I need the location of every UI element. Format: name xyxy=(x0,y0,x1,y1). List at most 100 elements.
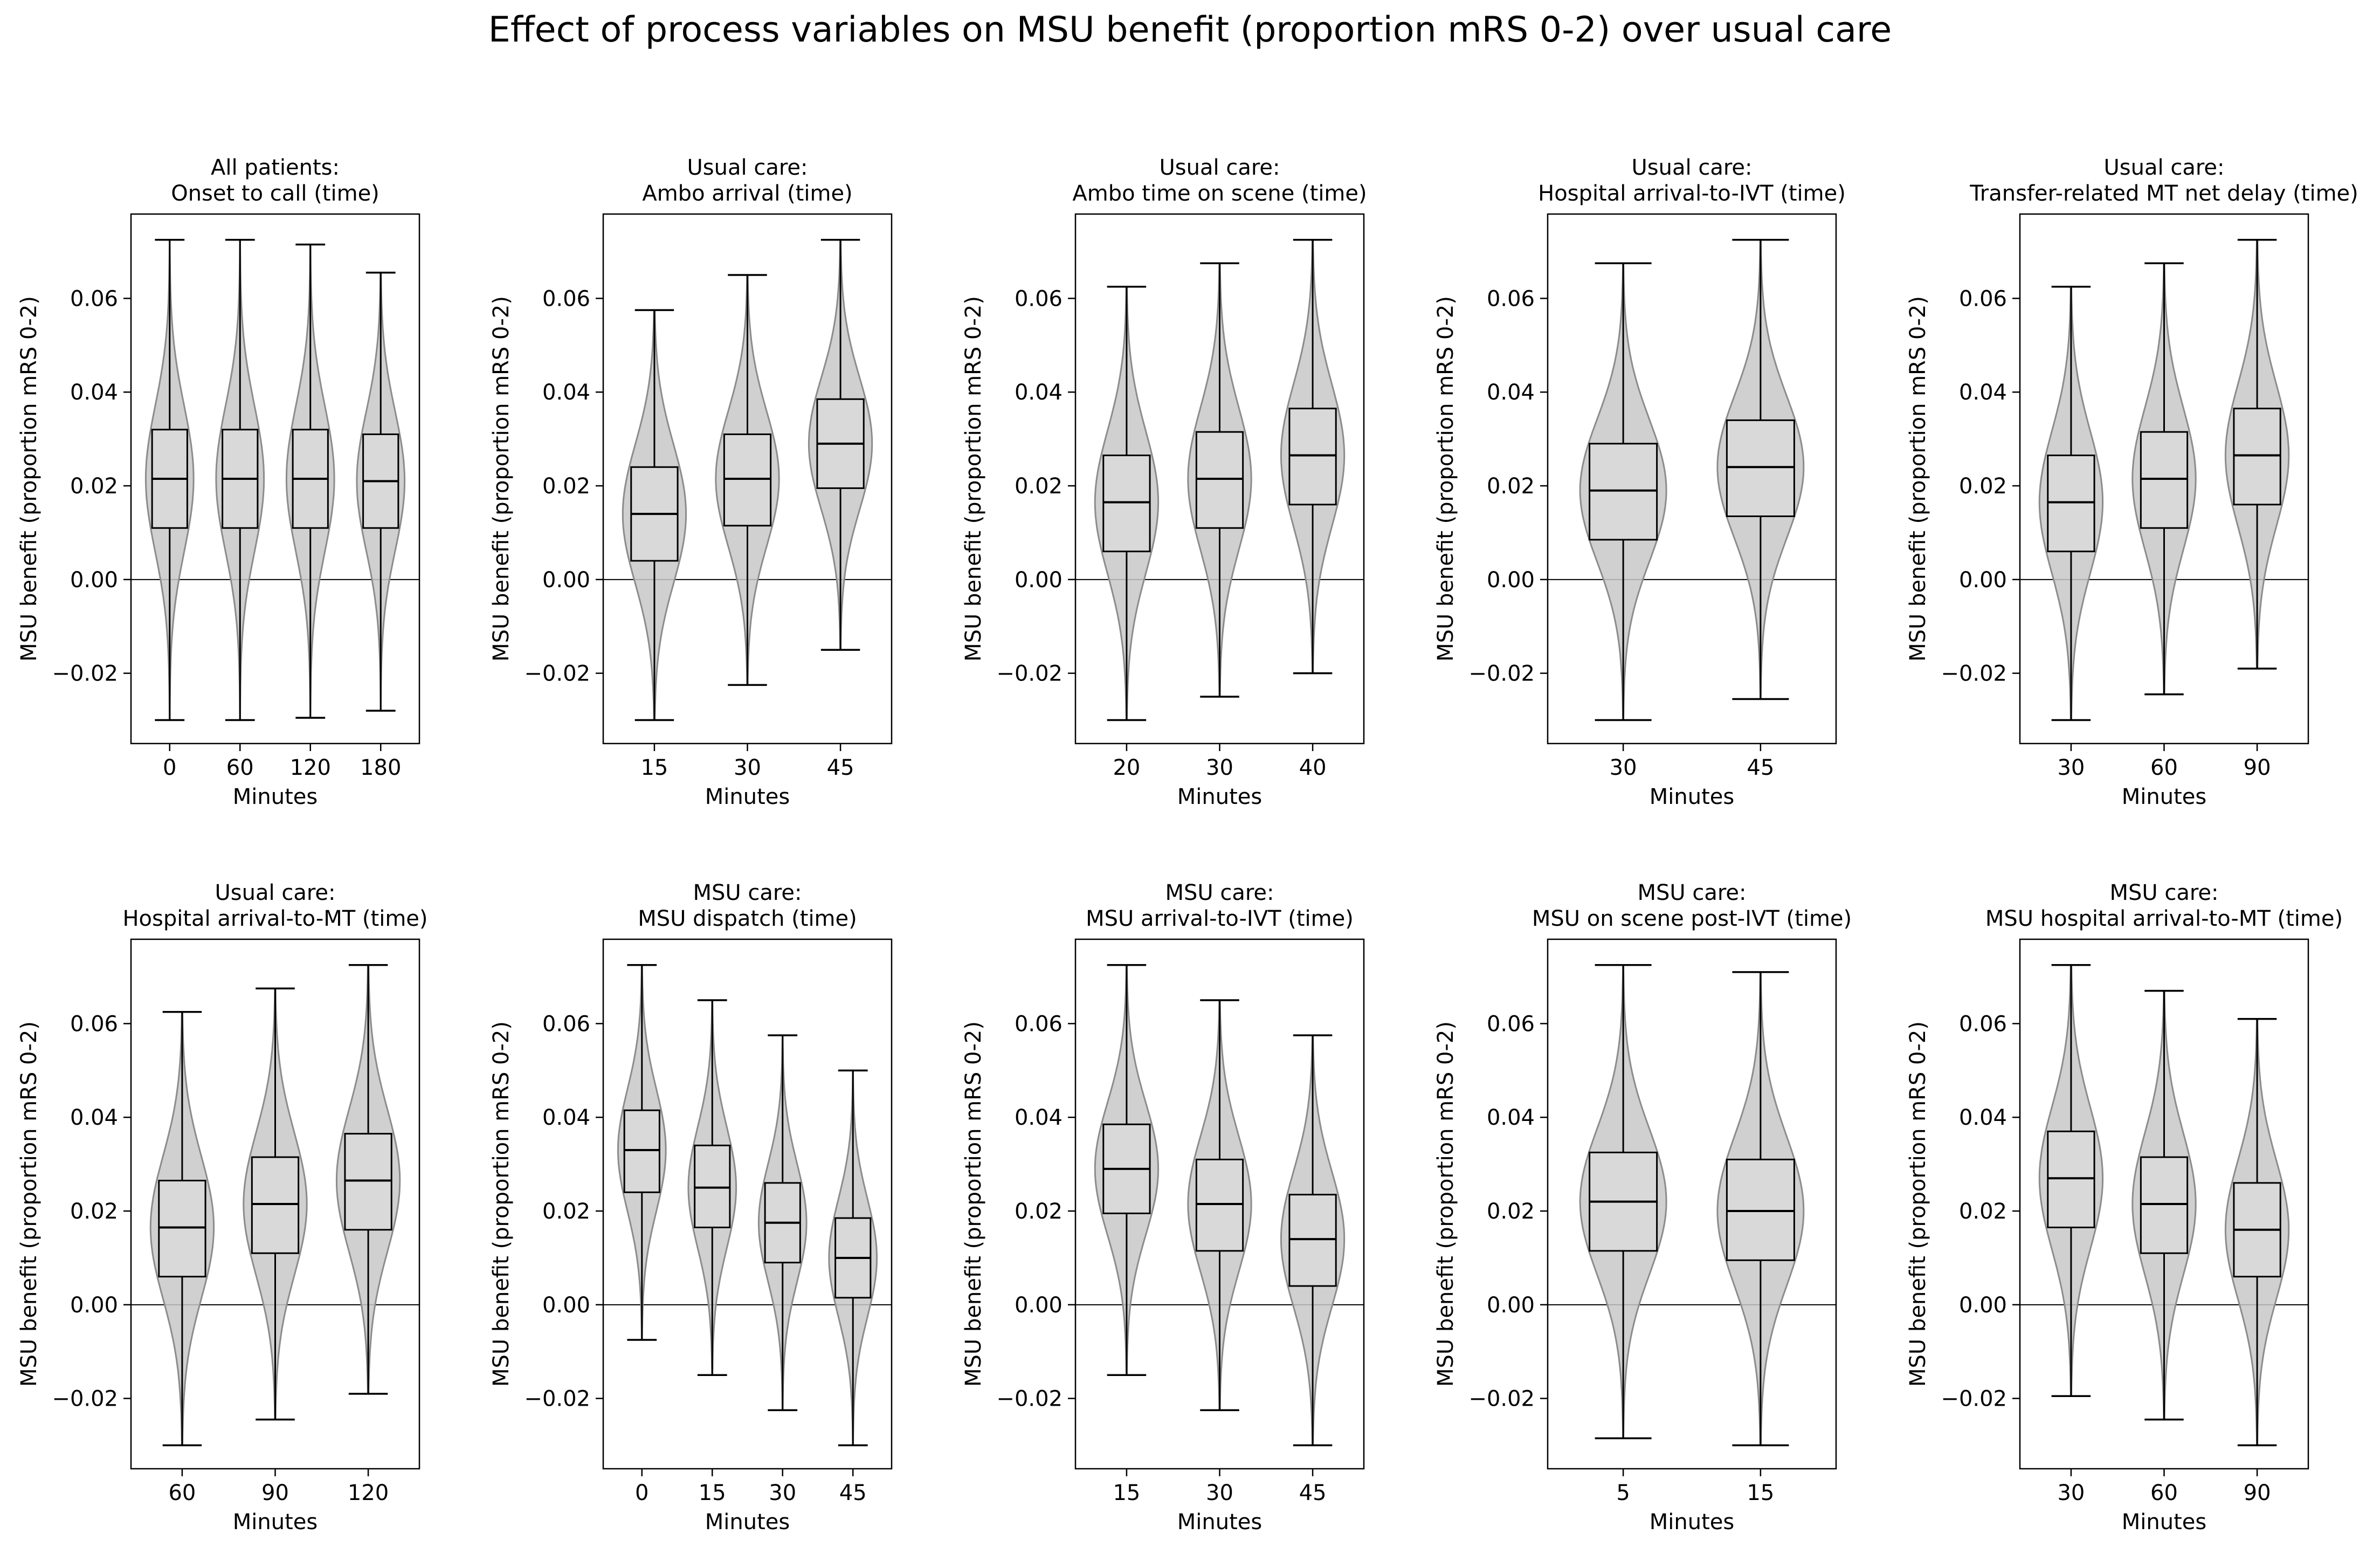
x-tick-label: 30 xyxy=(769,1481,796,1505)
subplot-1: −0.02 0.00 0.02 0.04 0.06 0 60 120 180 Minutes MSU… xyxy=(17,155,420,809)
y-tick-label: −0.02 xyxy=(524,1387,590,1412)
x-tick-label: 90 xyxy=(261,1481,289,1505)
subplot-9: −0.02 0.00 0.02 0.04 0.06 5 15 Minutes MSU benef… xyxy=(1433,880,1852,1535)
x-tick-label: 30 xyxy=(734,755,761,780)
y-tick-label: 0.02 xyxy=(1959,1199,2007,1224)
x-tick-label: 30 xyxy=(2057,1481,2085,1505)
x-tick-label: 60 xyxy=(2150,1481,2178,1505)
y-axis-label: MSU benefit (proportion mRS 0-2) xyxy=(1906,1021,1930,1387)
y-tick-label: 0.04 xyxy=(70,380,118,405)
y-tick-label: 0.06 xyxy=(542,1012,590,1036)
subplot-title-line2: Transfer-related MT net delay (time) xyxy=(1969,181,2358,206)
x-tick-label: 45 xyxy=(839,1481,867,1505)
x-tick-label: 90 xyxy=(2244,755,2271,780)
x-tick-label: 180 xyxy=(360,755,401,780)
y-tick-label: 0.02 xyxy=(1487,1199,1535,1224)
y-tick-label: 0.04 xyxy=(1487,1105,1535,1130)
y-tick-label: −0.02 xyxy=(52,1387,118,1412)
y-tick-label: 0.00 xyxy=(542,1293,590,1318)
box xyxy=(1288,408,1337,506)
axes-frame xyxy=(602,938,893,1470)
subplot-title-line2: Hospital arrival-to-MT (time) xyxy=(122,906,427,931)
box xyxy=(1102,455,1151,553)
y-tick-label: 0.06 xyxy=(1487,286,1535,311)
x-tick-label: 45 xyxy=(1747,755,1774,780)
y-tick-label: 0.04 xyxy=(1015,380,1063,405)
x-axis-label: Minutes xyxy=(2122,785,2206,809)
y-tick-label: −0.02 xyxy=(1941,662,2007,686)
x-axis-label: Minutes xyxy=(2122,1510,2206,1535)
y-tick-label: 0.02 xyxy=(70,1199,118,1224)
y-tick-label: 0.06 xyxy=(70,1012,118,1036)
box xyxy=(694,1144,731,1228)
x-tick-label: 15 xyxy=(699,1481,726,1505)
x-tick-label: 20 xyxy=(1113,755,1140,780)
subplot-title-line1: MSU care: xyxy=(2109,880,2218,905)
y-axis-label: MSU benefit (proportion mRS 0-2) xyxy=(1433,296,1458,662)
box xyxy=(623,1109,660,1193)
x-axis-label: Minutes xyxy=(705,1510,790,1535)
y-tick-label: −0.02 xyxy=(996,1387,1063,1412)
subplot-title-line2: Ambo arrival (time) xyxy=(642,181,852,206)
x-tick-label: 60 xyxy=(2150,755,2178,780)
x-axis-label: Minutes xyxy=(1650,1510,1734,1535)
subplot-title-line2: MSU hospital arrival-to-MT (time) xyxy=(1985,906,2343,931)
x-axis-label: Minutes xyxy=(1177,1510,1262,1535)
subplot-8: −0.02 0.00 0.02 0.04 0.06 15 30 45 Minutes MSU be… xyxy=(961,880,1365,1535)
y-axis-label: MSU benefit (proportion mRS 0-2) xyxy=(17,296,42,662)
box xyxy=(2140,1156,2189,1254)
box xyxy=(1288,1194,1337,1287)
y-tick-label: 0.02 xyxy=(1487,474,1535,499)
subplot-title-line1: MSU care: xyxy=(1165,880,1274,905)
y-tick-label: 0.04 xyxy=(542,1105,590,1130)
subplot-10: −0.02 0.00 0.02 0.04 0.06 30 60 90 Minutes MSU be… xyxy=(1906,880,2343,1535)
y-tick-label: 0.06 xyxy=(1015,1012,1063,1036)
axes-frame xyxy=(1547,938,1837,1470)
y-tick-label: 0.02 xyxy=(1015,474,1063,499)
subplot-title-line1: Usual care: xyxy=(687,155,808,180)
box xyxy=(1726,1158,1795,1261)
y-tick-label: 0.04 xyxy=(1015,1105,1063,1130)
subplot-title-line2: Ambo time on scene (time) xyxy=(1072,181,1367,206)
x-tick-label: 15 xyxy=(1113,1481,1140,1505)
figure-title: Effect of process variables on MSU benef… xyxy=(488,10,1892,50)
y-axis-label: MSU benefit (proportion mRS 0-2) xyxy=(1906,296,1930,662)
x-tick-label: 60 xyxy=(226,755,254,780)
y-tick-label: 0.00 xyxy=(542,568,590,593)
y-tick-label: 0.06 xyxy=(1015,286,1063,311)
x-tick-label: 30 xyxy=(1206,755,1233,780)
box xyxy=(2140,431,2189,529)
x-tick-label: 5 xyxy=(1616,1481,1630,1505)
y-axis-label: MSU benefit (proportion mRS 0-2) xyxy=(489,296,514,662)
y-tick-label: 0.04 xyxy=(1487,380,1535,405)
x-tick-label: 45 xyxy=(827,755,854,780)
y-tick-label: 0.06 xyxy=(542,286,590,311)
y-tick-label: 0.06 xyxy=(1487,1012,1535,1036)
x-tick-label: 0 xyxy=(163,755,176,780)
subplot-title-line1: Usual care: xyxy=(1160,155,1280,180)
axes-frame xyxy=(130,213,420,745)
y-tick-label: 0.06 xyxy=(70,286,118,311)
y-tick-label: −0.02 xyxy=(1941,1387,2007,1412)
x-axis-label: Minutes xyxy=(233,1510,318,1535)
y-tick-label: −0.02 xyxy=(996,662,1063,686)
x-axis-label: Minutes xyxy=(1650,785,1734,809)
subplot-title-line2: Hospital arrival-to-IVT (time) xyxy=(1538,181,1846,206)
subplot-4: −0.02 0.00 0.02 0.04 0.06 30 45 Minutes MSU bene… xyxy=(1433,155,1846,809)
x-tick-label: 15 xyxy=(1747,1481,1774,1505)
y-tick-label: 0.02 xyxy=(70,474,118,499)
box xyxy=(251,1156,300,1254)
x-tick-label: 15 xyxy=(640,755,668,780)
x-axis-label: Minutes xyxy=(705,785,790,809)
box xyxy=(1589,443,1658,541)
subplot-title-line1: MSU care: xyxy=(693,880,802,905)
x-tick-label: 120 xyxy=(348,1481,389,1505)
y-tick-label: 0.00 xyxy=(1487,1293,1535,1318)
y-tick-label: −0.02 xyxy=(524,662,590,686)
y-axis-label: MSU benefit (proportion mRS 0-2) xyxy=(1433,1021,1458,1387)
subplot-title-line1: Usual care: xyxy=(2104,155,2225,180)
axes-frame xyxy=(1547,213,1837,745)
x-axis-label: Minutes xyxy=(1177,785,1262,809)
